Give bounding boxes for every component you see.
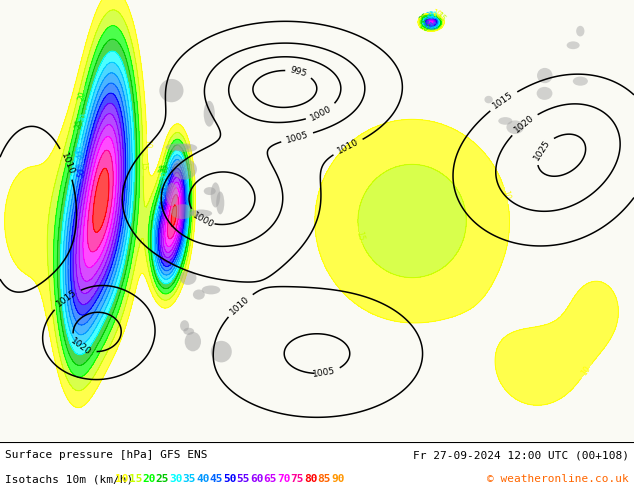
Text: 10: 10: [580, 365, 593, 378]
Text: 45: 45: [160, 185, 171, 196]
Text: 1020: 1020: [69, 337, 93, 358]
Ellipse shape: [576, 26, 585, 36]
Text: Surface pressure [hPa] GFS ENS: Surface pressure [hPa] GFS ENS: [5, 450, 207, 461]
Text: 65: 65: [264, 474, 277, 485]
Text: 50: 50: [77, 167, 87, 178]
Ellipse shape: [211, 341, 232, 363]
Ellipse shape: [567, 41, 579, 49]
Text: 20: 20: [418, 21, 431, 34]
Text: 50: 50: [158, 199, 169, 211]
Ellipse shape: [193, 290, 205, 300]
Text: 85: 85: [318, 474, 331, 485]
Text: 25: 25: [74, 118, 85, 129]
Text: 1010: 1010: [228, 294, 252, 316]
Ellipse shape: [210, 182, 220, 207]
Text: 25: 25: [418, 11, 431, 24]
Text: 25: 25: [160, 163, 171, 174]
Ellipse shape: [204, 101, 215, 127]
Text: 30: 30: [169, 474, 183, 485]
Text: 80: 80: [304, 474, 318, 485]
Text: 40: 40: [75, 149, 86, 161]
Text: 15: 15: [354, 230, 365, 242]
Text: 1010: 1010: [58, 151, 75, 176]
Ellipse shape: [202, 286, 220, 294]
Text: 30: 30: [160, 170, 171, 181]
Text: 25: 25: [155, 474, 169, 485]
Text: 1000: 1000: [309, 104, 333, 122]
Text: 15: 15: [129, 474, 142, 485]
Ellipse shape: [159, 79, 183, 102]
Text: 1005: 1005: [312, 367, 336, 379]
Text: © weatheronline.co.uk: © weatheronline.co.uk: [488, 474, 629, 485]
Text: 45: 45: [209, 474, 223, 485]
Text: 40: 40: [428, 21, 440, 32]
Text: 1025: 1025: [532, 138, 552, 162]
Text: Fr 27-09-2024 12:00 UTC (00+108): Fr 27-09-2024 12:00 UTC (00+108): [413, 450, 629, 461]
Ellipse shape: [184, 332, 201, 351]
Text: 20: 20: [77, 90, 88, 101]
Text: 10: 10: [142, 139, 152, 149]
Text: 1005: 1005: [285, 130, 309, 145]
Ellipse shape: [171, 204, 195, 219]
Text: 40: 40: [160, 181, 171, 193]
Ellipse shape: [216, 192, 224, 214]
Text: 30: 30: [427, 11, 437, 21]
Text: 1015: 1015: [491, 91, 515, 111]
Text: 50: 50: [223, 474, 236, 485]
Text: 90: 90: [331, 474, 344, 485]
Text: 75: 75: [290, 474, 304, 485]
Text: 35: 35: [425, 12, 436, 22]
Text: 30: 30: [79, 112, 89, 123]
Text: 20: 20: [158, 163, 169, 174]
Text: 1020: 1020: [512, 113, 536, 135]
Ellipse shape: [204, 187, 216, 195]
Text: 1010: 1010: [335, 138, 360, 156]
Ellipse shape: [498, 117, 512, 125]
Text: 10: 10: [115, 474, 129, 485]
Text: 10: 10: [431, 8, 443, 20]
Text: 35: 35: [183, 474, 196, 485]
Text: 45: 45: [421, 19, 434, 32]
Ellipse shape: [179, 270, 197, 285]
Ellipse shape: [183, 328, 194, 335]
Text: 1000: 1000: [191, 211, 216, 229]
Text: 15: 15: [434, 10, 447, 24]
Ellipse shape: [172, 159, 197, 180]
Ellipse shape: [180, 320, 189, 331]
Text: 15: 15: [138, 161, 148, 171]
Ellipse shape: [536, 87, 552, 100]
Ellipse shape: [484, 96, 493, 103]
Text: 45: 45: [75, 162, 86, 173]
Text: 35: 35: [74, 144, 85, 155]
Ellipse shape: [175, 144, 197, 152]
Ellipse shape: [190, 210, 212, 217]
Text: 995: 995: [289, 66, 308, 79]
Ellipse shape: [537, 68, 552, 83]
Ellipse shape: [166, 183, 178, 206]
Text: 60: 60: [250, 474, 264, 485]
Text: 55: 55: [236, 474, 250, 485]
Ellipse shape: [165, 144, 190, 151]
Text: 1015: 1015: [55, 288, 79, 309]
Ellipse shape: [573, 76, 588, 86]
Text: 70: 70: [277, 474, 290, 485]
Text: 35: 35: [160, 175, 171, 187]
Text: 10: 10: [501, 189, 512, 201]
Ellipse shape: [507, 121, 524, 134]
Text: Isotachs 10m (km/h): Isotachs 10m (km/h): [5, 474, 133, 485]
Text: 40: 40: [196, 474, 209, 485]
Text: 20: 20: [142, 474, 155, 485]
